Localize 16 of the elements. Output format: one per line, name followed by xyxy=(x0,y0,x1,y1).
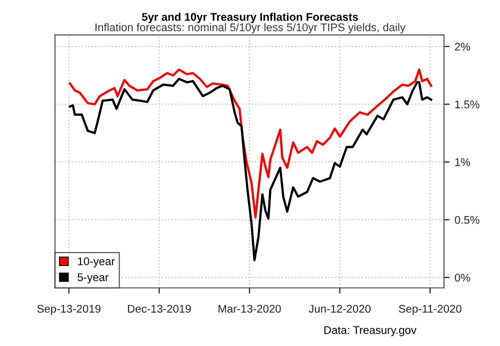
x-tick-label: Mar-13-2020 xyxy=(218,304,281,313)
chart-subtitle: Inflation forecasts: nominal 5/10yr less 5/10yr TIPS yields, daily xyxy=(96,23,406,34)
text: Data: Treasury.gov xyxy=(324,326,416,336)
x-tick-label: Jun-12-2020 xyxy=(308,304,371,313)
line-series xyxy=(68,68,432,219)
y-tick-label: 2% xyxy=(454,42,470,51)
chart-title: 5yr and 10yr Treasury Inflation Forecasts xyxy=(142,12,358,24)
y-tick-label: 0.5% xyxy=(454,216,480,224)
y-tick-label: 0% xyxy=(454,274,470,282)
x-tick-label: Dec-13-2019 xyxy=(128,304,191,313)
x-tick-label: Sep-13-2019 xyxy=(37,304,100,315)
legend-label: 5-year xyxy=(78,273,109,284)
y-tick-label: 1.5% xyxy=(455,100,480,108)
legend-label: 10-year xyxy=(78,257,115,268)
x-tick-label: Sep-11-2020 xyxy=(398,304,462,315)
y-tick-label: 1% xyxy=(455,158,470,166)
